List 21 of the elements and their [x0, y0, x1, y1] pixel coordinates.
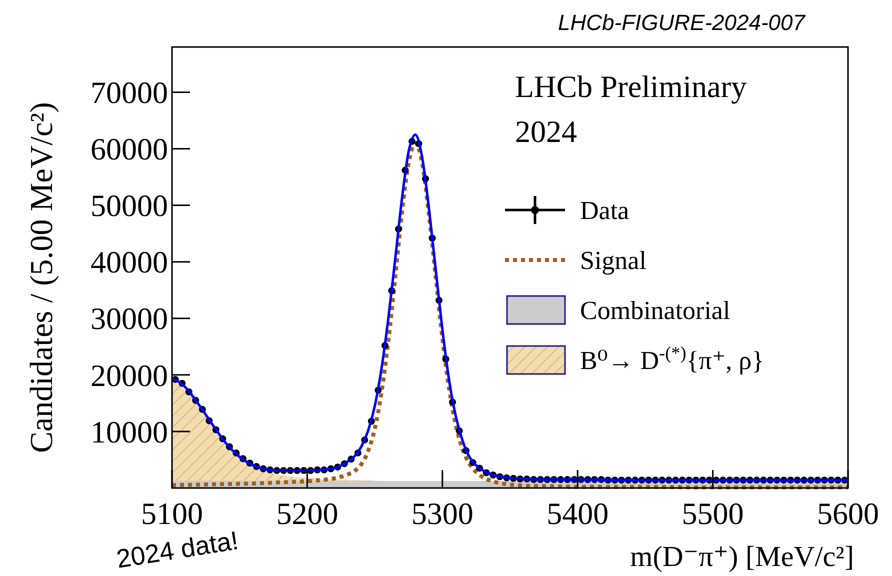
y-tick-label: 10000 — [90, 414, 168, 450]
x-tick-label: 5500 — [682, 496, 744, 531]
y-tick-label: 60000 — [90, 132, 168, 167]
annotation: 2024 — [515, 114, 578, 149]
x-tick-label: 5200 — [276, 496, 338, 531]
y-tick-label: 50000 — [90, 188, 168, 224]
x-tick-label: 5400 — [546, 496, 609, 531]
y-tick-label: 30000 — [90, 301, 168, 336]
x-axis-title: m(D⁻π⁺) [MeV/c²] — [630, 541, 854, 573]
legend-label: B⁰→ D$^{-(*)}${π⁺, ρ} — [580, 343, 764, 376]
legend-label: Combinatorial — [580, 296, 730, 326]
y-tick-label: 70000 — [90, 75, 168, 110]
y-tick-label: 20000 — [90, 358, 168, 393]
x-tick-label: 5600 — [817, 496, 879, 531]
annotation: LHCb Preliminary — [515, 69, 748, 104]
legend-label: Signal — [580, 246, 646, 276]
y-tick-label: 40000 — [90, 244, 168, 280]
x-tick-label: 5300 — [411, 496, 474, 531]
legend-label: Data — [580, 196, 630, 226]
y-axis-title: Candidates / (5.00 MeV/c²) — [23, 102, 59, 453]
text: LHCb-FIGURE-2024-007 — [558, 10, 806, 35]
